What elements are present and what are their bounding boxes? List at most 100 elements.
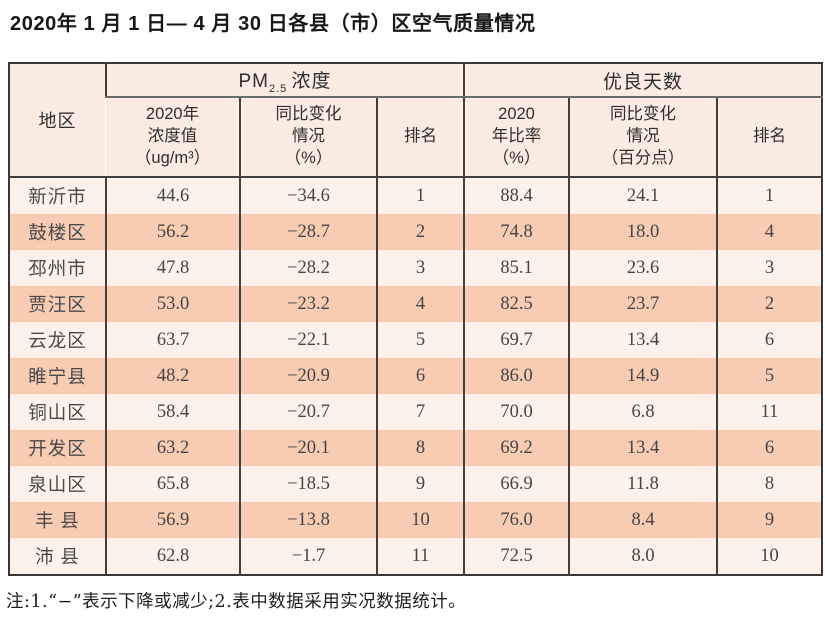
table-body: 新沂市 44.6 −34.6 1 88.4 24.1 1 鼓楼区 56.2 −2… [9, 177, 823, 575]
cell-region: 沛 县 [35, 548, 80, 568]
cell-good-change: 11.8 [568, 466, 717, 502]
cell-good-rate: 66.9 [463, 466, 569, 502]
page-title: 2020年 1 月 1 日— 4 月 30 日各县（市）区空气质量情况 [10, 13, 536, 35]
cell-good-rank: 10 [715, 538, 823, 575]
cell-region: 贾汪区 [28, 296, 87, 316]
cell-pm-change: −20.7 [239, 394, 377, 430]
cell-pm-value: 65.8 [105, 466, 240, 502]
cell-pm-change: −20.1 [239, 430, 377, 466]
cell-good-change: 18.0 [568, 214, 717, 250]
cell-region: 丰 县 [35, 512, 80, 532]
table-row: 贾汪区 53.0 −23.2 4 82.5 23.7 2 [9, 286, 823, 322]
table-row: 丰 县 56.9 −13.8 10 76.0 8.4 9 [9, 502, 823, 538]
cell-pm-rank: 10 [376, 502, 464, 538]
cell-good-rank: 6 [715, 322, 823, 358]
column-header-good-rate: 2020 年比率 （%） [463, 97, 569, 178]
cell-region: 铜山区 [28, 404, 87, 424]
cell-pm-value: 53.0 [105, 286, 240, 322]
cell-good-change: 23.6 [568, 250, 717, 286]
cell-pm-value: 63.7 [105, 322, 240, 358]
cell-pm-change: −23.2 [239, 286, 377, 322]
cell-pm-rank: 2 [376, 214, 464, 250]
table-row: 云龙区 63.7 −22.1 5 69.7 13.4 6 [9, 322, 823, 358]
cell-pm-rank: 1 [376, 177, 464, 214]
cell-good-change: 6.8 [568, 394, 717, 430]
cell-good-rate: 72.5 [463, 538, 569, 575]
cell-good-rate: 86.0 [463, 358, 569, 394]
cell-pm-rank: 9 [376, 466, 464, 502]
cell-good-rank: 1 [715, 177, 823, 214]
cell-region: 泉山区 [28, 476, 87, 496]
cell-good-change: 14.9 [568, 358, 717, 394]
cell-pm-value: 48.2 [105, 358, 240, 394]
column-group-pm25: PM2.5 浓度 [105, 63, 464, 98]
cell-region: 开发区 [28, 440, 87, 460]
cell-good-rate: 69.2 [463, 430, 569, 466]
cell-pm-change: −18.5 [239, 466, 377, 502]
cell-good-rank: 3 [715, 250, 823, 286]
cell-good-rate: 74.8 [463, 214, 569, 250]
header-row-groups: 地区 PM2.5 浓度 优良天数 [9, 63, 823, 178]
header-row-subcolumns: 2020年 浓度值 （ug/m³） 同比变化 情况 （%） 排名 2020 年比… [9, 97, 823, 178]
cell-pm-change: −28.2 [239, 250, 377, 286]
cell-pm-change: −28.7 [239, 214, 377, 250]
cell-pm-change: −13.8 [239, 502, 377, 538]
cell-pm-rank: 3 [376, 250, 464, 286]
table-row: 鼓楼区 56.2 −28.7 2 74.8 18.0 4 [9, 214, 823, 250]
cell-good-rate: 88.4 [463, 177, 569, 214]
cell-good-rate: 70.0 [463, 394, 569, 430]
pm25-subscript: 2.5 [268, 82, 288, 95]
cell-good-change: 13.4 [568, 430, 717, 466]
table-row: 泉山区 65.8 −18.5 9 66.9 11.8 8 [9, 466, 823, 502]
cell-good-change: 13.4 [568, 322, 717, 358]
table-footnote: 注:1.“−”表示下降或减少;2.表中数据采用实况数据统计。 [6, 592, 467, 612]
cell-good-rank: 8 [715, 466, 823, 502]
cell-good-rank: 4 [715, 214, 823, 250]
cell-pm-rank: 5 [376, 322, 464, 358]
cell-good-rank: 9 [715, 502, 823, 538]
cell-good-rate: 69.7 [463, 322, 569, 358]
cell-good-rate: 85.1 [463, 250, 569, 286]
cell-pm-rank: 11 [376, 538, 464, 575]
cell-pm-value: 56.2 [105, 214, 240, 250]
pm25-prefix: PM [238, 70, 269, 92]
table-header: 地区 PM2.5 浓度 优良天数 2020年 浓度值 （ug/m³） 同比变化 情… [9, 63, 823, 178]
table-row: 睢宁县 48.2 −20.9 6 86.0 14.9 5 [9, 358, 823, 394]
cell-region: 新沂市 [28, 188, 87, 208]
cell-region: 云龙区 [28, 332, 87, 352]
cell-good-change: 8.4 [568, 502, 717, 538]
cell-pm-change: −22.1 [239, 322, 377, 358]
cell-pm-change: −34.6 [239, 177, 377, 214]
table-row: 沛 县 62.8 −1.7 11 72.5 8.0 10 [9, 538, 823, 575]
cell-good-rate: 82.5 [463, 286, 569, 322]
column-header-good-change: 同比变化 情况 （百分点） [568, 97, 717, 178]
cell-good-change: 23.7 [568, 286, 717, 322]
table-row: 新沂市 44.6 −34.6 1 88.4 24.1 1 [9, 177, 823, 214]
column-header-pm-value: 2020年 浓度值 （ug/m³） [106, 97, 240, 178]
cell-good-change: 24.1 [568, 177, 717, 214]
cell-pm-value: 58.4 [105, 394, 240, 430]
cell-region: 睢宁县 [28, 368, 87, 388]
cell-pm-value: 63.2 [105, 430, 240, 466]
cell-region: 邳州市 [28, 260, 87, 280]
cell-pm-value: 56.9 [105, 502, 240, 538]
cell-good-rank: 6 [715, 430, 823, 466]
cell-pm-value: 47.8 [105, 250, 240, 286]
column-header-pm-change: 同比变化 情况 （%） [239, 97, 377, 178]
cell-good-rate: 76.0 [463, 502, 569, 538]
air-quality-table: 地区 PM2.5 浓度 优良天数 2020年 浓度值 （ug/m³） 同比变化 情… [8, 62, 824, 576]
cell-pm-rank: 7 [376, 394, 464, 430]
column-header-good-rank: 排名 [715, 97, 823, 178]
cell-pm-rank: 8 [376, 430, 464, 466]
pm25-suffix: 浓度 [291, 70, 332, 92]
cell-pm-change: −20.9 [239, 358, 377, 394]
table-row: 开发区 63.2 −20.1 8 69.2 13.4 6 [9, 430, 823, 466]
table-row: 铜山区 58.4 −20.7 7 70.0 6.8 11 [9, 394, 823, 430]
cell-pm-value: 44.6 [105, 177, 240, 214]
cell-pm-change: −1.7 [239, 538, 377, 575]
cell-pm-rank: 6 [376, 358, 464, 394]
table-row: 邳州市 47.8 −28.2 3 85.1 23.6 3 [9, 250, 823, 286]
cell-pm-value: 62.8 [105, 538, 240, 575]
cell-good-change: 8.0 [568, 538, 717, 575]
cell-region: 鼓楼区 [28, 224, 87, 244]
